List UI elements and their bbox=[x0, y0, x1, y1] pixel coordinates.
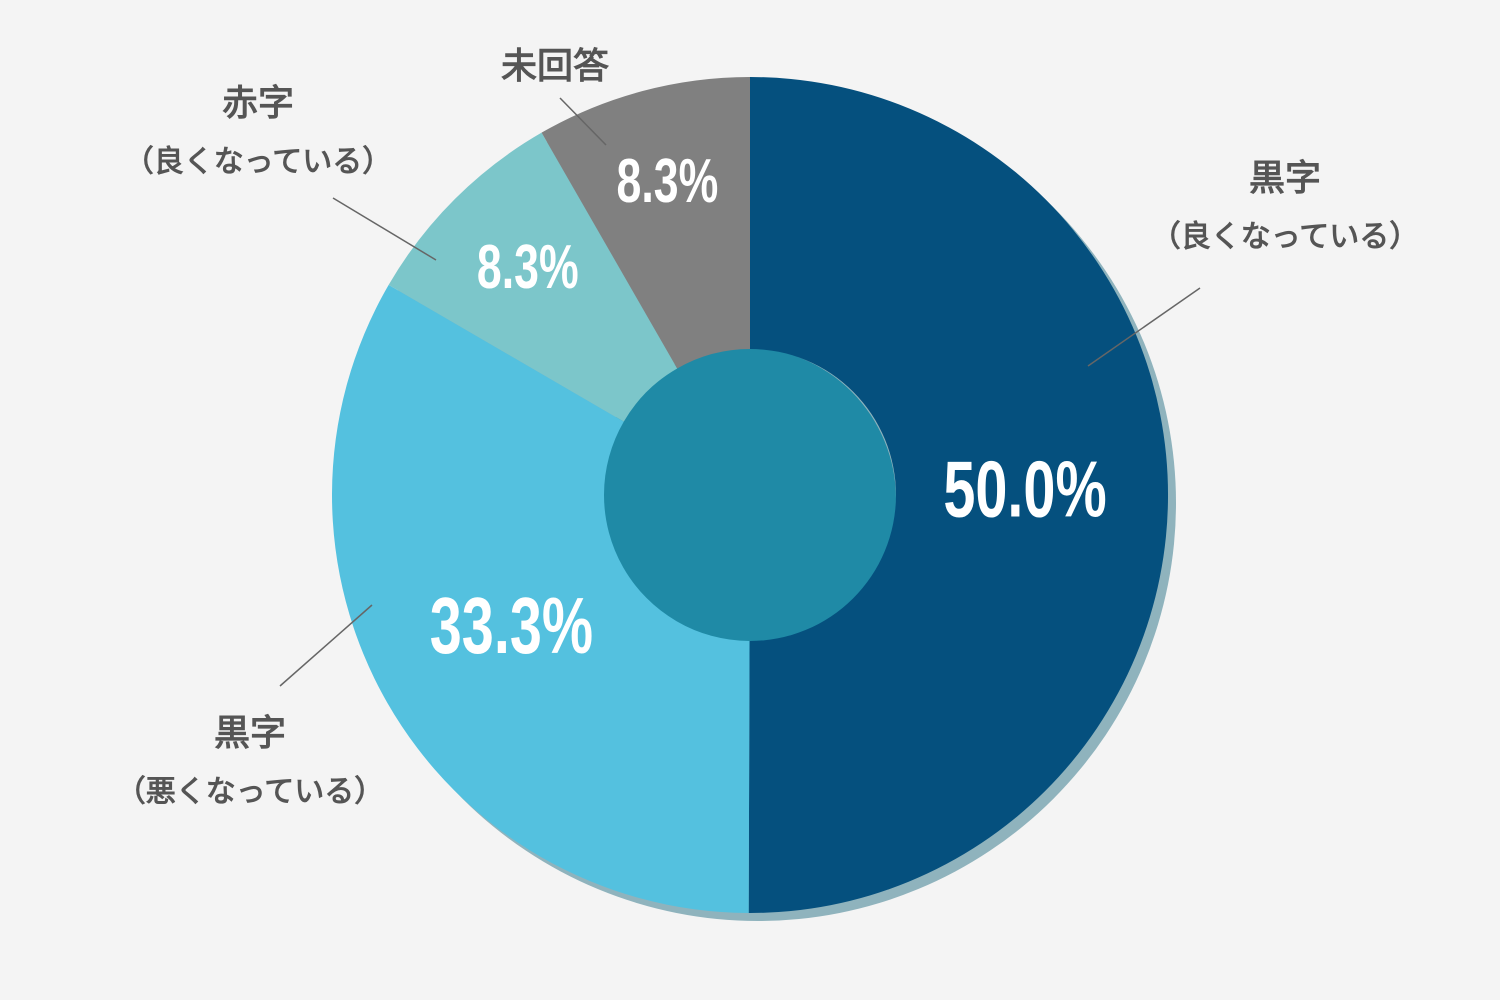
category-label: 赤字 bbox=[222, 83, 294, 124]
donut-slice bbox=[388, 132, 678, 422]
value-label: 8.3% bbox=[477, 233, 579, 302]
leader-line bbox=[559, 97, 607, 146]
category-label: 未回答 bbox=[501, 46, 610, 87]
category-sublabel: （良くなっている） bbox=[1151, 220, 1420, 255]
category-label: 黒字 bbox=[214, 713, 286, 754]
category-sublabel: （良くなっている） bbox=[124, 145, 393, 180]
donut-slice bbox=[541, 77, 750, 369]
donut-hole-shadow bbox=[592, 347, 896, 651]
category-label: 黒字 bbox=[1249, 158, 1321, 199]
donut-slice bbox=[748, 77, 1169, 913]
value-label: 50.0% bbox=[943, 444, 1106, 534]
leader-line bbox=[1087, 287, 1201, 367]
value-label: 33.3% bbox=[430, 581, 593, 671]
donut-slice bbox=[332, 284, 750, 913]
leader-line bbox=[279, 604, 373, 687]
value-label: 8.3% bbox=[617, 147, 719, 216]
leader-line bbox=[332, 197, 437, 261]
category-sublabel: （悪くなっている） bbox=[116, 775, 385, 810]
